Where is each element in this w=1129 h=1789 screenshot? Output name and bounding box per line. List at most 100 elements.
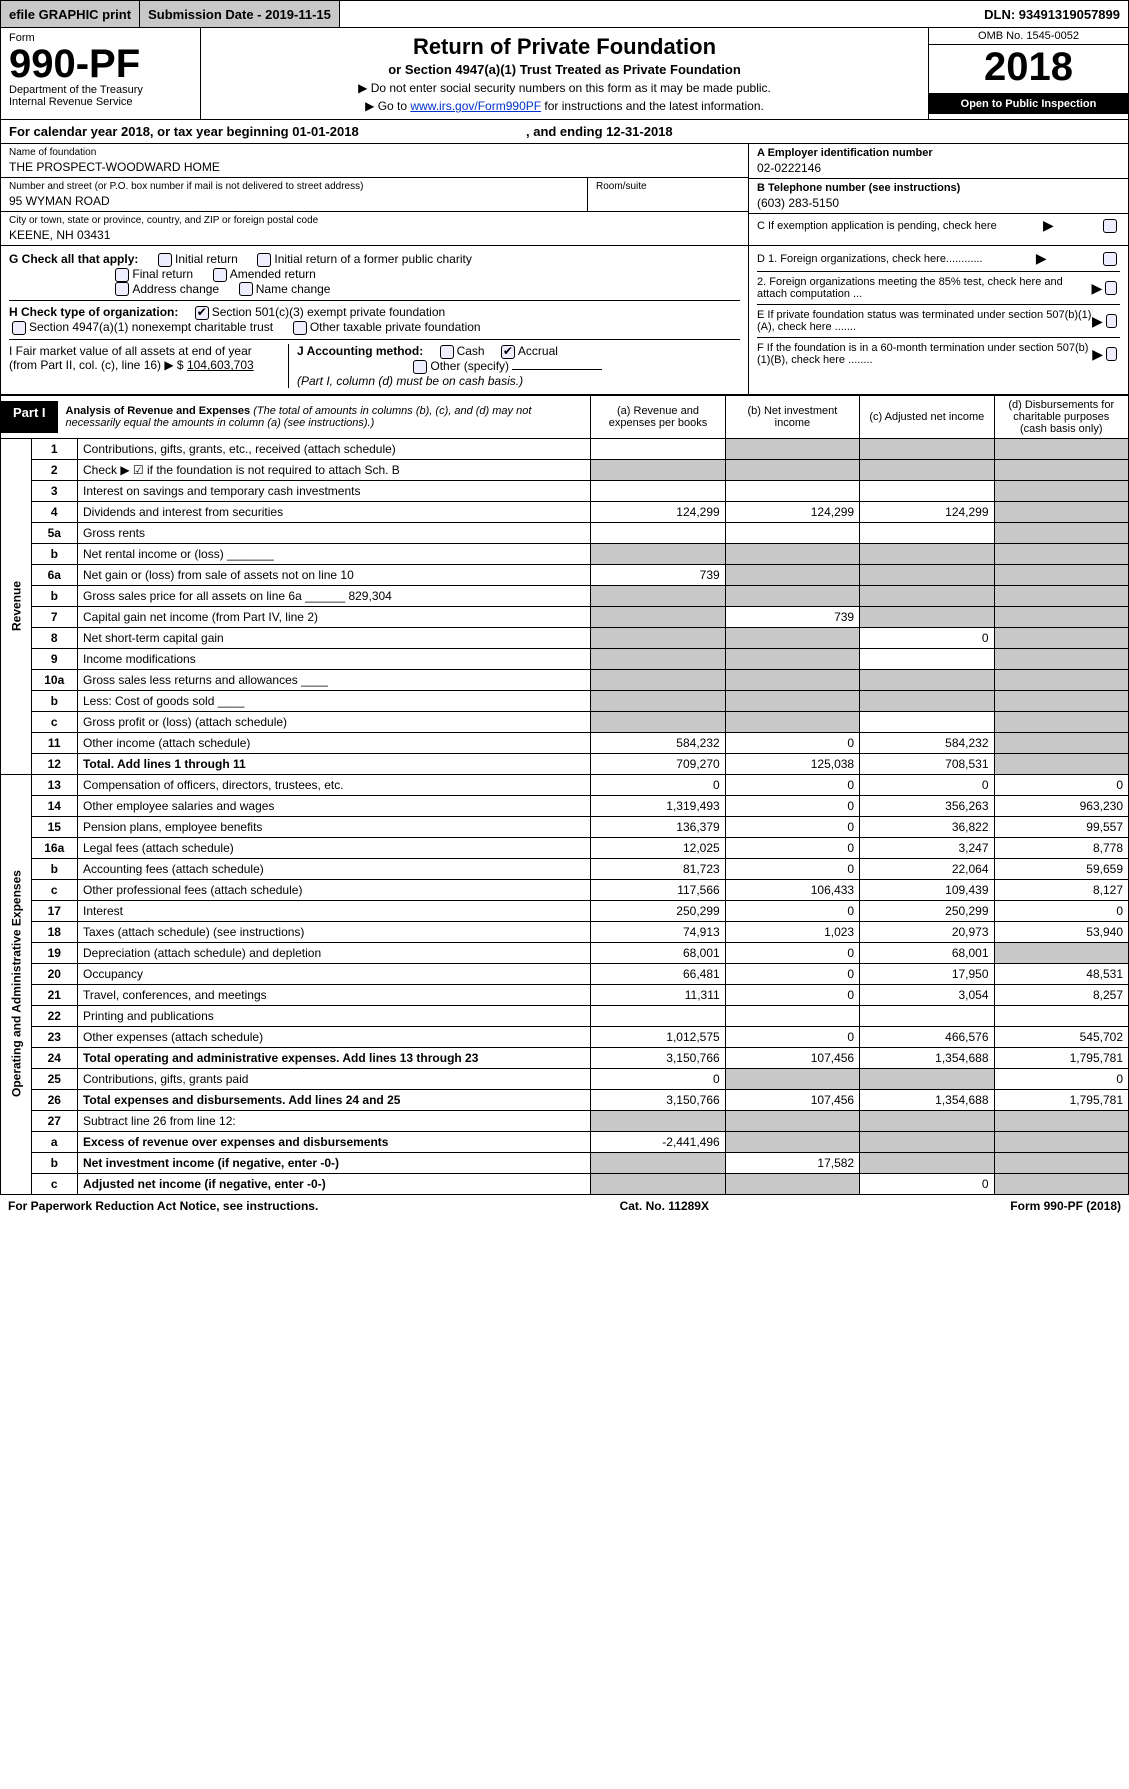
line-description: Excess of revenue over expenses and disb… (77, 1131, 590, 1152)
f-checkbox[interactable] (1106, 347, 1117, 361)
g1-checkbox[interactable] (158, 253, 172, 267)
value-cell (591, 1110, 725, 1131)
value-cell: 12,025 (591, 837, 725, 858)
page-footer: For Paperwork Reduction Act Notice, see … (0, 1195, 1129, 1217)
value-cell: 8,778 (994, 837, 1128, 858)
g6-checkbox[interactable] (239, 282, 253, 296)
table-row: cAdjusted net income (if negative, enter… (1, 1173, 1129, 1194)
j2-checkbox[interactable] (501, 345, 515, 359)
g5-checkbox[interactable] (115, 282, 129, 296)
value-cell: 3,150,766 (591, 1089, 725, 1110)
j1-checkbox[interactable] (440, 345, 454, 359)
table-row: 23Other expenses (attach schedule)1,012,… (1, 1026, 1129, 1047)
value-cell (725, 648, 859, 669)
form-link[interactable]: www.irs.gov/Form990PF (410, 99, 541, 113)
line-number: 23 (31, 1026, 77, 1047)
line-number: 14 (31, 795, 77, 816)
d2-row: 2. Foreign organizations meeting the 85%… (757, 276, 1120, 305)
g5: Address change (132, 282, 219, 296)
g3-checkbox[interactable] (115, 268, 129, 282)
line-description: Contributions, gifts, grants, etc., rece… (77, 438, 590, 459)
value-cell: 0 (725, 942, 859, 963)
line-number: 26 (31, 1089, 77, 1110)
line-number: 3 (31, 480, 77, 501)
value-cell (860, 459, 994, 480)
j-note: (Part I, column (d) must be on cash basi… (297, 374, 523, 388)
irs-label: Internal Revenue Service (9, 96, 192, 108)
value-cell: 81,723 (591, 858, 725, 879)
line-description: Gross rents (77, 522, 590, 543)
line-description: Contributions, gifts, grants paid (77, 1068, 590, 1089)
value-cell (860, 606, 994, 627)
part1-title: Analysis of Revenue and Expenses (66, 405, 251, 417)
value-cell: 48,531 (994, 963, 1128, 984)
line-number: 18 (31, 921, 77, 942)
table-row: 16aLegal fees (attach schedule)12,02503,… (1, 837, 1129, 858)
arrow-icon: ▶ (1092, 280, 1103, 297)
value-cell (994, 1131, 1128, 1152)
value-cell (725, 1068, 859, 1089)
line-number: 11 (31, 732, 77, 753)
h2-checkbox[interactable] (12, 321, 26, 335)
col-b-header: (b) Net investment income (725, 395, 859, 438)
value-cell (860, 480, 994, 501)
efile-print-label[interactable]: efile GRAPHIC print (1, 1, 140, 27)
value-cell (725, 711, 859, 732)
e-checkbox[interactable] (1106, 314, 1117, 328)
exemption-cell: C If exemption application is pending, c… (749, 214, 1128, 237)
line-number: c (31, 879, 77, 900)
d2-checkbox[interactable] (1105, 281, 1117, 295)
value-cell (591, 1173, 725, 1194)
d1-checkbox[interactable] (1103, 252, 1117, 266)
line-description: Check ▶ ☑ if the foundation is not requi… (77, 459, 590, 480)
value-cell: 66,481 (591, 963, 725, 984)
line-description: Other expenses (attach schedule) (77, 1026, 590, 1047)
col-a-header: (a) Revenue and expenses per books (591, 395, 725, 438)
h3-checkbox[interactable] (293, 321, 307, 335)
value-cell: 708,531 (860, 753, 994, 774)
h1-checkbox[interactable] (195, 306, 209, 320)
j2: Accrual (518, 344, 558, 358)
footer-left: For Paperwork Reduction Act Notice, see … (8, 1199, 318, 1213)
arrow-icon: ▶ (1092, 313, 1103, 330)
value-cell: 11,311 (591, 984, 725, 1005)
line-number: 6a (31, 564, 77, 585)
value-cell: 0 (725, 984, 859, 1005)
foundation-name-cell: Name of foundation THE PROSPECT-WOODWARD… (1, 144, 748, 178)
ghij-row: G Check all that apply: Initial return I… (0, 246, 1129, 395)
table-row: bNet rental income or (loss) _______ (1, 543, 1129, 564)
ein-cell: A Employer identification number 02-0222… (749, 144, 1128, 179)
ij-row: I Fair market value of all assets at end… (9, 339, 740, 388)
value-cell (994, 501, 1128, 522)
value-cell (725, 438, 859, 459)
value-cell (994, 522, 1128, 543)
street-label: Number and street (or P.O. box number if… (9, 181, 579, 192)
value-cell: 466,576 (860, 1026, 994, 1047)
line-description: Income modifications (77, 648, 590, 669)
value-cell: 68,001 (591, 942, 725, 963)
line-description: Total operating and administrative expen… (77, 1047, 590, 1068)
table-row: 6aNet gain or (loss) from sale of assets… (1, 564, 1129, 585)
line-description: Adjusted net income (if negative, enter … (77, 1173, 590, 1194)
line-description: Compensation of officers, directors, tru… (77, 774, 590, 795)
value-cell (725, 564, 859, 585)
value-cell (725, 1110, 859, 1131)
table-row: 17Interest250,2990250,2990 (1, 900, 1129, 921)
i-cell: I Fair market value of all assets at end… (9, 344, 289, 388)
g2-checkbox[interactable] (257, 253, 271, 267)
cal-a: For calendar year 2018, or tax year begi… (9, 124, 359, 139)
line-number: b (31, 543, 77, 564)
table-row: 12Total. Add lines 1 through 11709,27012… (1, 753, 1129, 774)
value-cell (725, 669, 859, 690)
c-checkbox[interactable] (1103, 219, 1117, 233)
g4-checkbox[interactable] (213, 268, 227, 282)
table-row: cGross profit or (loss) (attach schedule… (1, 711, 1129, 732)
h2: Section 4947(a)(1) nonexempt charitable … (29, 320, 273, 334)
table-row: bNet investment income (if negative, ent… (1, 1152, 1129, 1173)
value-cell (994, 480, 1128, 501)
e-row: E If private foundation status was termi… (757, 309, 1120, 338)
j3-checkbox[interactable] (413, 360, 427, 374)
value-cell: -2,441,496 (591, 1131, 725, 1152)
value-cell: 1,319,493 (591, 795, 725, 816)
arrow-icon: ▶ (1092, 346, 1103, 363)
